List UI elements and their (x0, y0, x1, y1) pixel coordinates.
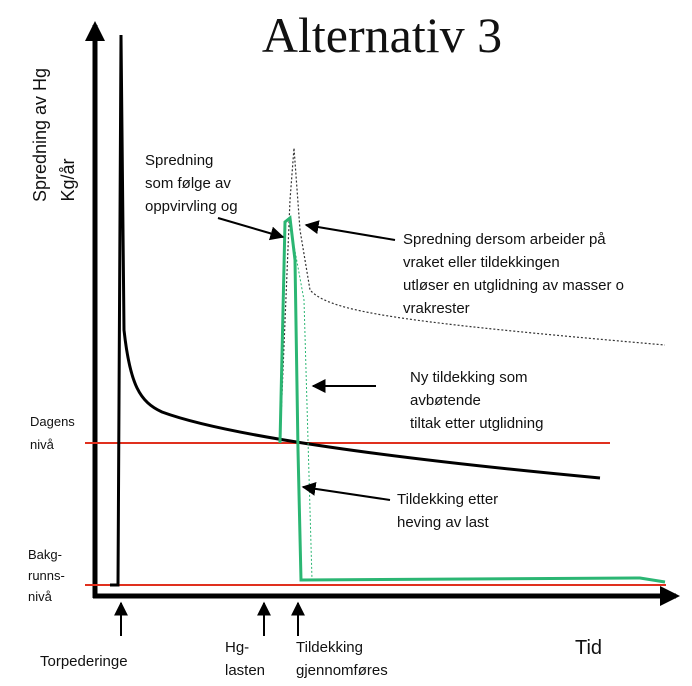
level-label: nivå (28, 589, 53, 604)
annotation: vraket eller tildekkingen (403, 254, 560, 271)
main-curve (110, 34, 601, 587)
event-label: gjennomføres (296, 662, 388, 679)
annotation: som følge av (145, 175, 231, 192)
event-label: lasten (225, 662, 265, 679)
arrow (301, 481, 391, 501)
annotation: Ny tildekking som (410, 369, 528, 386)
new-cover-curve (292, 239, 313, 581)
event-label: Tildekking (296, 639, 363, 656)
level-label: runns- (28, 568, 65, 583)
level-label: nivå (30, 437, 55, 452)
event-label: Torpederinge (40, 653, 128, 670)
cover-curve (278, 215, 666, 584)
y-axis-label: Spredning av Hg (30, 68, 50, 202)
level-label: Dagens (30, 414, 75, 429)
y-axis-label: Kg/år (58, 158, 78, 201)
arrow (304, 220, 396, 241)
annotation: oppvirvling og (145, 198, 238, 215)
arrow (217, 217, 285, 241)
annotation: avbøtende (410, 392, 481, 409)
annotation: Spredning dersom arbeider på (403, 231, 606, 248)
annotation: Spredning (145, 152, 213, 169)
annotation: vrakrester (403, 300, 470, 317)
x-axis-label: Tid (575, 637, 602, 659)
annotation: utløser en utglidning av masser o (403, 277, 624, 294)
level-label: Bakg- (28, 547, 62, 562)
title: Alternativ 3 (262, 7, 502, 63)
event-label: Hg- (225, 639, 249, 656)
annotation: Tildekking etter (397, 491, 498, 508)
slide-curve (279, 147, 666, 444)
annotation: heving av last (397, 514, 490, 531)
annotation: tiltak etter utglidning (410, 415, 543, 432)
